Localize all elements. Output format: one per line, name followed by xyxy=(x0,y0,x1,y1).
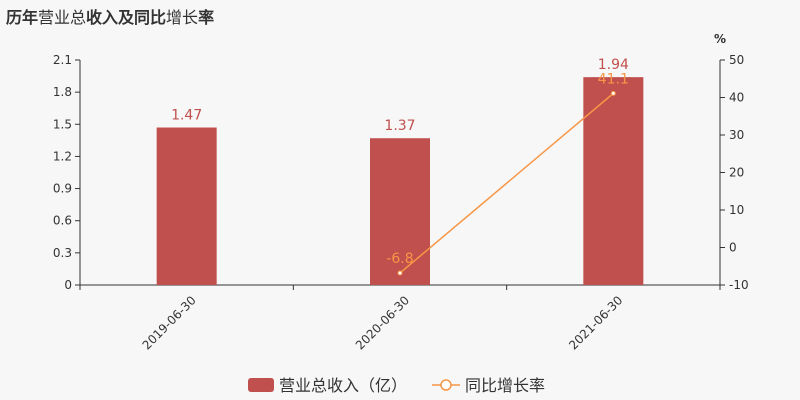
legend-bar-swatch xyxy=(248,378,274,392)
chart-title-part: 增长 xyxy=(166,8,199,27)
right-tick-label: 30 xyxy=(729,128,744,142)
right-tick-label: 20 xyxy=(729,166,744,180)
right-tick-label: -10 xyxy=(729,278,749,292)
bar[interactable] xyxy=(156,127,217,286)
right-tick-label: 10 xyxy=(729,203,744,217)
legend-item-bar[interactable]: 营业总收入（亿） xyxy=(248,376,407,395)
right-tick-label: 40 xyxy=(729,91,744,105)
line-value-label: -6.8 xyxy=(386,251,413,267)
bar-value-label: 1.94 xyxy=(598,57,629,73)
bar-series xyxy=(156,77,644,286)
x-tick-label: 2021-06-30 xyxy=(566,293,625,352)
line-point[interactable] xyxy=(397,270,403,276)
x-tick-label: 2019-06-30 xyxy=(140,293,199,352)
left-tick-label: 0.9 xyxy=(53,182,72,196)
bar-value-label: 1.47 xyxy=(171,108,202,124)
left-y-axis: 0 0.3 0.6 0.9 1.2 1.5 1.8 2.1 xyxy=(53,53,81,292)
left-tick-label: 1.8 xyxy=(53,85,72,99)
chart-title: 历年营业总收入及同比增长率 xyxy=(6,4,214,28)
chart-title-part: 收入及同比 xyxy=(86,8,167,27)
left-tick-label: 2.1 xyxy=(53,53,72,67)
legend-bar-label: 营业总收入（亿） xyxy=(279,376,407,395)
left-tick-label: 1.5 xyxy=(53,117,72,131)
left-tick-label: 0 xyxy=(64,278,72,292)
line-value-label: 41.1 xyxy=(598,71,629,87)
left-tick-label: 0.6 xyxy=(53,214,72,228)
bar-value-label: 1.37 xyxy=(384,118,415,134)
right-tick-label: 50 xyxy=(729,53,744,67)
right-axis-unit: % xyxy=(714,32,726,46)
growth-line xyxy=(399,92,614,274)
legend-line-marker xyxy=(440,379,452,391)
bar[interactable] xyxy=(583,77,644,286)
right-y-axis: -10 0 10 20 30 40 50% xyxy=(714,32,749,292)
bar[interactable] xyxy=(370,138,430,285)
x-axis: 2019-06-30 2020-06-30 2021-06-30 xyxy=(79,284,721,352)
data-labels: 1.47 1.37 1.94 -6.8 41.1 xyxy=(171,57,629,267)
legend-item-line[interactable]: 同比增长率 xyxy=(432,376,545,395)
line-point[interactable] xyxy=(610,90,616,96)
chart-title-part: 营业总 xyxy=(38,8,87,27)
legend-line-label: 同比增长率 xyxy=(465,376,545,395)
chart-title-part: 历年 xyxy=(6,8,39,27)
legend[interactable]: 营业总收入（亿） 同比增长率 xyxy=(248,376,545,395)
x-tick-label: 2020-06-30 xyxy=(353,293,412,352)
left-tick-label: 0.3 xyxy=(53,246,72,260)
left-tick-label: 1.2 xyxy=(53,149,72,163)
chart-title-part: 率 xyxy=(198,8,215,27)
line-series xyxy=(397,90,616,276)
right-tick-label: 0 xyxy=(729,241,737,255)
